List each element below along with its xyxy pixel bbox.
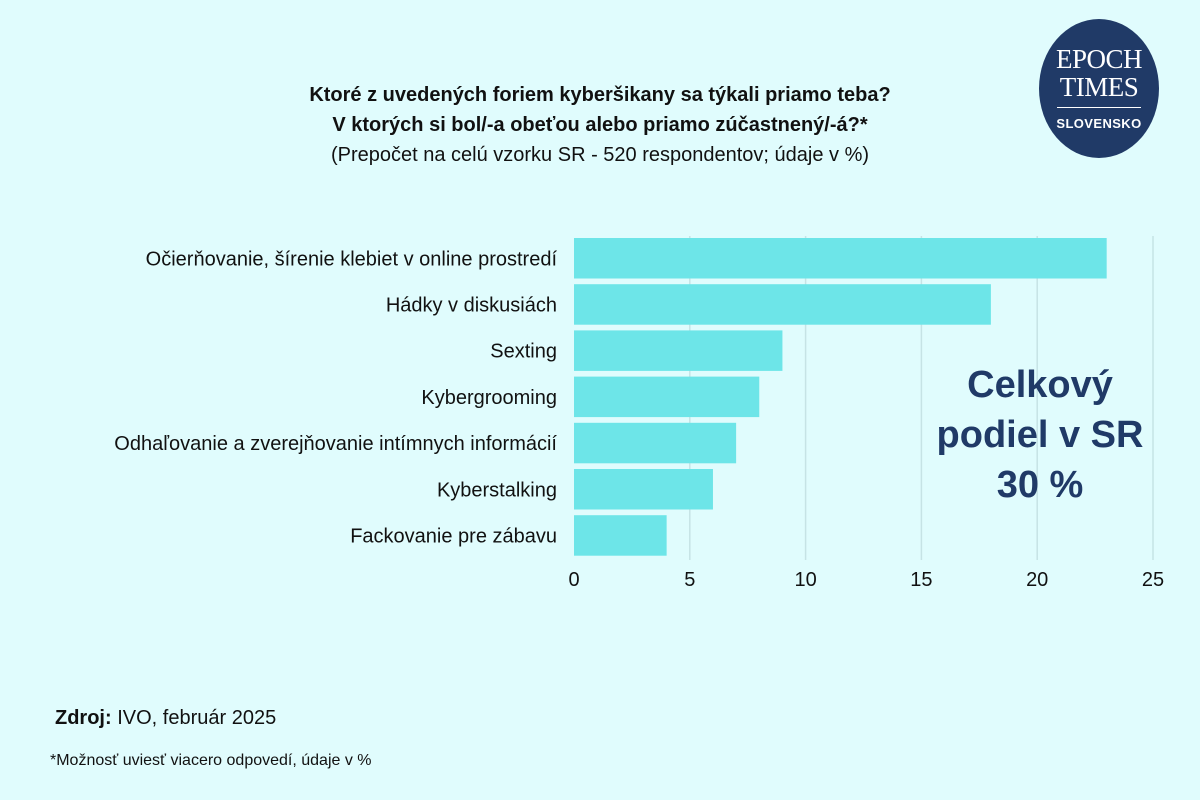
bar <box>574 422 737 464</box>
source-text: IVO, február 2025 <box>117 707 277 729</box>
x-tick-label: 5 <box>684 569 695 591</box>
category-label: Kybergrooming <box>421 387 557 409</box>
x-axis-ticks: 0 5 10 15 20 25 <box>568 569 1164 591</box>
category-label: Hádky v diskusiách <box>386 294 557 316</box>
bar <box>574 469 713 510</box>
x-tick-label: 10 <box>794 569 816 591</box>
bar <box>574 376 760 418</box>
bars <box>574 238 1107 556</box>
x-tick-label: 25 <box>1142 569 1164 591</box>
x-tick-label: 15 <box>910 569 932 591</box>
category-label: Fackovanie pre zábavu <box>350 525 557 547</box>
x-tick-label: 20 <box>1026 569 1048 591</box>
category-label: Kyberstalking <box>437 479 557 501</box>
logo-line2: TIMES <box>1059 72 1139 102</box>
source-label: Zdroj: <box>55 707 112 729</box>
bar <box>574 330 783 371</box>
logo-line1: EPOCH <box>1055 44 1143 74</box>
chart-subtitle: (Prepočet na celú vzorku SR - 520 respon… <box>330 144 870 166</box>
category-label: Očierňovanie, šírenie klebiet v online p… <box>146 248 558 270</box>
callout-line2: podiel v SR <box>936 414 1144 456</box>
logo-divider <box>1057 107 1141 108</box>
logo-line3: SLOVENSKO <box>1056 116 1142 131</box>
bar <box>574 515 667 556</box>
bar <box>574 284 991 325</box>
chart-title-line2: V ktorých si bol/-a obeťou alebo priamo … <box>332 114 868 136</box>
epoch-times-logo: EPOCH TIMES SLOVENSKO <box>1039 19 1159 158</box>
bar <box>574 238 1107 279</box>
total-share-callout: Celkový podiel v SR 30 % <box>905 360 1175 510</box>
chart-title: Ktoré z uvedených foriem kyberšikany sa … <box>309 84 891 106</box>
category-labels: Očierňovanie, šírenie klebiet v online p… <box>114 248 557 547</box>
callout-line3: 30 % <box>996 464 1084 506</box>
category-label: Sexting <box>490 341 557 363</box>
chart-title-block: Ktoré z uvedených foriem kyberšikany sa … <box>220 80 980 170</box>
source-note: Zdroj: IVO, február 2025 <box>55 707 276 730</box>
callout-line1: Celkový <box>967 364 1113 406</box>
x-tick-label: 0 <box>568 569 579 591</box>
category-label: Odhaľovanie a zverejňovanie intímnych in… <box>114 433 557 455</box>
footnote: *Možnosť uviesť viacero odpovedí, údaje … <box>50 752 372 769</box>
